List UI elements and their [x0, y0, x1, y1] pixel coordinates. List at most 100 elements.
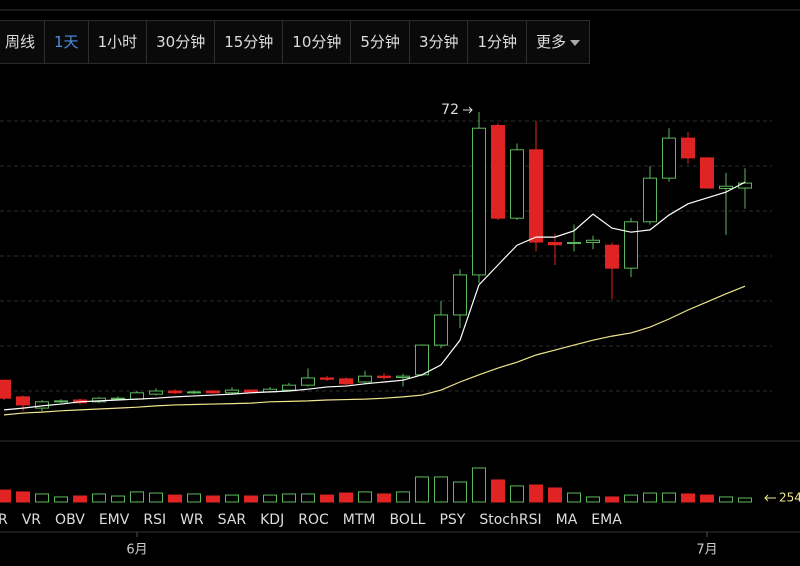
period-tab[interactable]: 15分钟	[215, 21, 284, 63]
candle-body	[472, 127, 486, 276]
candle-body	[548, 242, 562, 246]
volume-bar	[738, 497, 752, 503]
candle-body	[111, 397, 125, 400]
candle-body	[320, 377, 334, 380]
candle-body	[54, 400, 68, 403]
candle-body	[149, 390, 163, 395]
x-tick-label: 7月	[696, 543, 717, 558]
volume-bar	[149, 492, 163, 503]
period-tab[interactable]: 更多	[527, 21, 591, 63]
volume-bar	[339, 492, 353, 503]
volume-bar	[263, 494, 277, 503]
volume-bar	[92, 493, 106, 503]
period-tab[interactable]: 30分钟	[147, 21, 216, 63]
candle-body	[0, 379, 11, 399]
period-tab[interactable]: 10分钟	[283, 21, 352, 63]
candle-body	[244, 389, 258, 393]
volume-bar	[396, 491, 410, 503]
volume-bar	[54, 496, 68, 503]
period-tab[interactable]: 1小时	[89, 21, 148, 63]
volume-bar	[586, 496, 600, 503]
candle-body	[282, 384, 296, 391]
period-toolbar: 周线 1天 1小时 30分钟 15分钟 10分钟 5分钟 3分钟 1分钟 更多	[0, 20, 591, 64]
period-tab[interactable]: 3分钟	[410, 21, 469, 63]
candle-body	[529, 149, 543, 243]
candle-body	[453, 274, 467, 316]
volume-bar	[0, 489, 11, 503]
volume-bar	[453, 481, 467, 503]
volume-bar	[605, 496, 619, 503]
x-tick-label: 6月	[126, 543, 147, 558]
candle-body	[738, 182, 752, 189]
volume-bar	[301, 493, 315, 503]
period-tab[interactable]: 周线	[0, 21, 46, 63]
ma-line	[3, 285, 746, 416]
indicator-tab[interactable]: MA	[556, 512, 578, 528]
candle-body	[510, 149, 524, 219]
volume-bar	[700, 494, 714, 503]
annotation-arrow	[463, 106, 473, 114]
candle-body	[643, 177, 657, 223]
candle-body	[396, 375, 410, 378]
indicator-tab[interactable]: OBV	[55, 512, 85, 528]
volume-bar	[719, 496, 733, 503]
candle-body	[206, 390, 220, 394]
candle-body	[130, 392, 144, 400]
volume-arrow	[764, 494, 776, 502]
volume-bar	[111, 495, 125, 503]
indicator-tab[interactable]: WR	[180, 512, 204, 528]
volume-bar	[567, 492, 581, 503]
candle-body	[225, 389, 239, 394]
candle-body	[301, 377, 315, 386]
indicator-tab[interactable]: PSY	[439, 512, 465, 528]
volume-bar	[73, 495, 87, 503]
volume-bar	[358, 491, 372, 503]
candle-body	[700, 157, 714, 189]
period-tab[interactable]: 5分钟	[351, 21, 410, 63]
candle-body	[377, 375, 391, 378]
volume-bar	[434, 476, 448, 503]
indicator-tab[interactable]: VR	[22, 512, 42, 528]
indicator-tab[interactable]: BOLL	[389, 512, 425, 528]
indicator-tab[interactable]: R	[0, 512, 8, 528]
candle-body	[491, 125, 505, 219]
volume-bar	[282, 493, 296, 503]
period-tab[interactable]: 1天	[45, 21, 89, 63]
volume-bar	[187, 493, 201, 503]
volume-bar	[16, 491, 30, 503]
candle-body	[662, 137, 676, 179]
volume-bar	[624, 494, 638, 503]
candle-body	[434, 314, 448, 346]
volume-bar	[472, 467, 486, 503]
indicator-tab[interactable]: EMV	[99, 512, 130, 528]
indicator-tab[interactable]: MTM	[343, 512, 376, 528]
indicator-tab[interactable]: StochRSI	[479, 512, 541, 528]
volume-bar	[130, 491, 144, 503]
volume-bar	[548, 487, 562, 503]
last-volume-label: 254	[779, 491, 800, 505]
candle-body	[624, 221, 638, 269]
dropdown-caret	[570, 39, 581, 46]
indicator-tab[interactable]: EMA	[591, 512, 622, 528]
volume-bar	[510, 485, 524, 503]
candle-body	[187, 391, 201, 394]
indicator-tab[interactable]: SAR	[218, 512, 247, 528]
period-tab[interactable]: 1分钟	[468, 21, 528, 63]
ma-line	[3, 181, 746, 411]
volume-bar	[491, 479, 505, 503]
volume-bar	[377, 493, 391, 503]
volume-bar	[244, 495, 258, 503]
indicator-tab[interactable]: KDJ	[260, 512, 284, 528]
candle-body	[339, 378, 353, 385]
candle-body	[719, 185, 733, 189]
volume-bar	[662, 492, 676, 503]
indicator-tab[interactable]: RSI	[143, 512, 166, 528]
indicator-tab[interactable]: ROC	[298, 512, 329, 528]
candle-body	[358, 375, 372, 383]
volume-bar	[225, 494, 239, 503]
candle-body	[16, 396, 30, 406]
candle-body	[567, 242, 581, 244]
volume-bar	[320, 494, 334, 503]
